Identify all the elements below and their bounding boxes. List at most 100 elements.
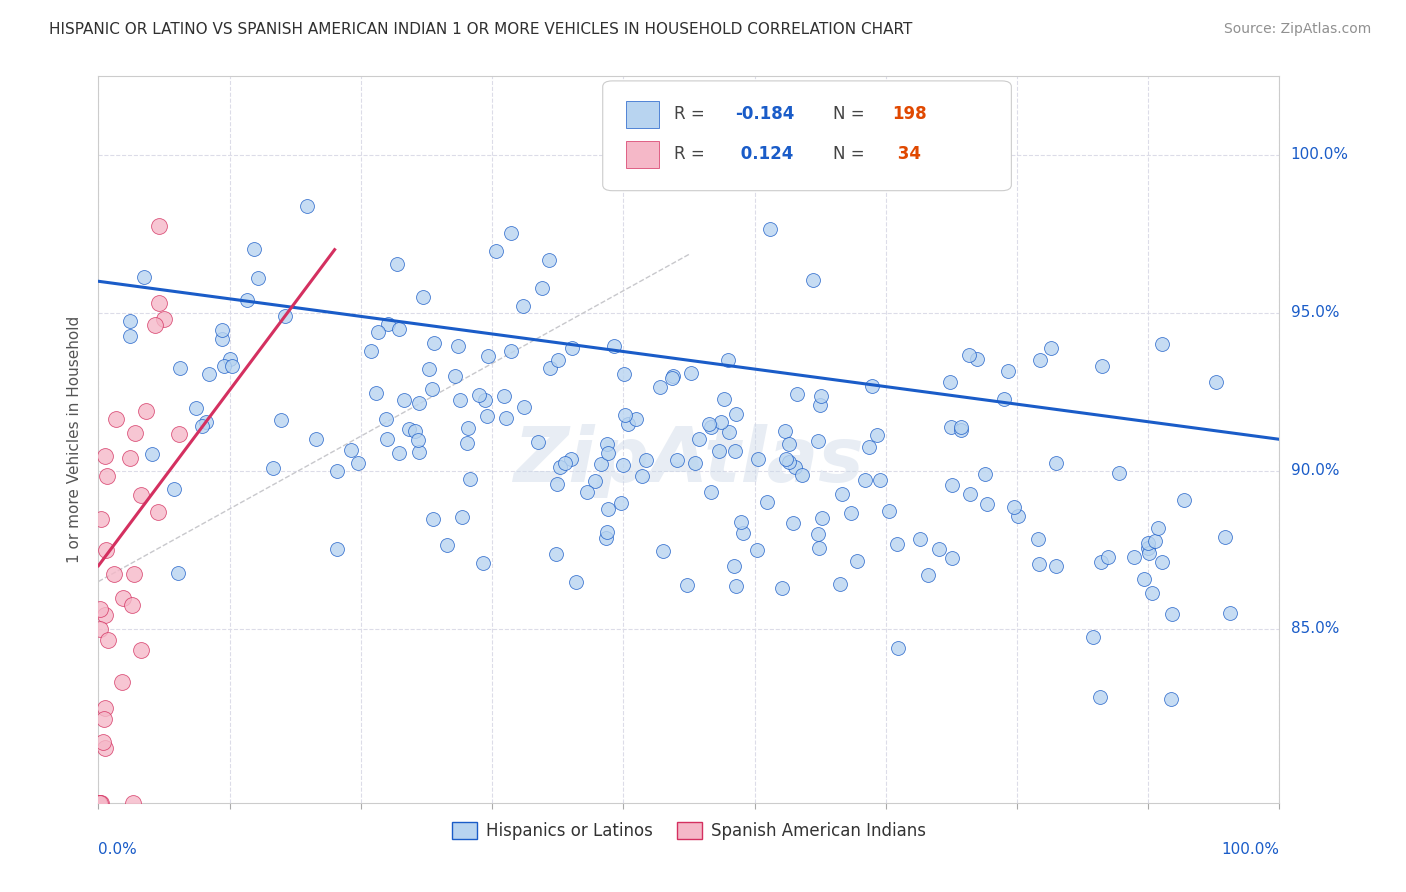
Point [939, 376, 962, 390]
Point [828, 576, 851, 591]
Point [404, 424, 426, 438]
Text: 100.0%: 100.0% [1222, 842, 1279, 856]
Point [631, 469, 654, 483]
Text: HISPANIC OR LATINO VS SPANISH AMERICAN INDIAN 1 OR MORE VEHICLES IN HOUSEHOLD CO: HISPANIC OR LATINO VS SPANISH AMERICAN I… [49, 22, 912, 37]
Point [688, 432, 710, 446]
Point [598, 446, 620, 460]
Point [422, 512, 444, 526]
Point [91, 735, 114, 749]
Point [724, 444, 747, 458]
Point [1133, 572, 1156, 586]
Point [412, 290, 434, 304]
Point [135, 404, 157, 418]
Point [198, 367, 221, 381]
Text: 85.0%: 85.0% [1291, 622, 1339, 637]
Point [801, 273, 824, 287]
Point [676, 578, 699, 592]
Point [1090, 556, 1112, 570]
Point [305, 432, 328, 446]
Point [1045, 456, 1067, 470]
Point [90, 512, 112, 526]
Point [713, 392, 735, 406]
Point [122, 796, 145, 810]
Point [131, 643, 153, 657]
Point [540, 361, 562, 376]
Point [976, 497, 998, 511]
Point [141, 446, 163, 460]
Text: 34: 34 [891, 145, 921, 163]
Text: 100.0%: 100.0% [1291, 147, 1348, 162]
Point [121, 599, 143, 613]
Point [1219, 607, 1241, 621]
Point [367, 326, 389, 340]
Point [214, 359, 236, 374]
Point [87, 796, 110, 810]
Point [724, 407, 747, 421]
Point [1150, 337, 1173, 351]
Point [90, 796, 112, 810]
Point [97, 633, 120, 648]
Point [681, 366, 703, 380]
Point [111, 591, 134, 605]
Point [1091, 359, 1114, 373]
Point [236, 293, 259, 307]
Point [262, 461, 284, 475]
Point [512, 299, 534, 313]
Point [770, 581, 793, 595]
Point [1136, 541, 1159, 555]
Point [153, 311, 176, 326]
Point [444, 368, 467, 383]
Point [610, 496, 633, 510]
Point [447, 339, 470, 353]
Point [877, 504, 900, 518]
Point [364, 385, 387, 400]
Text: Source: ZipAtlas.com: Source: ZipAtlas.com [1223, 22, 1371, 37]
Point [782, 516, 804, 530]
Point [387, 257, 409, 271]
Point [700, 419, 723, 434]
Point [477, 349, 499, 363]
Point [869, 473, 891, 487]
Point [547, 352, 569, 367]
Point [811, 511, 834, 525]
Point [1045, 558, 1067, 573]
Point [807, 434, 830, 449]
Point [167, 566, 190, 580]
Point [1160, 692, 1182, 706]
Point [554, 456, 576, 470]
Point [143, 318, 166, 332]
Point [1097, 550, 1119, 565]
Point [87, 796, 110, 810]
Point [89, 796, 111, 810]
Point [124, 426, 146, 441]
Point [360, 344, 382, 359]
Point [347, 456, 370, 470]
Point [957, 348, 980, 362]
Point [134, 270, 156, 285]
Point [131, 488, 153, 502]
Point [717, 353, 740, 368]
Point [613, 408, 636, 422]
Point [866, 428, 889, 442]
Point [1136, 536, 1159, 550]
Point [167, 426, 190, 441]
Point [527, 435, 550, 450]
Point [1173, 492, 1195, 507]
Point [662, 368, 685, 383]
Point [612, 458, 634, 472]
Point [451, 510, 474, 524]
Point [89, 602, 111, 616]
Point [326, 542, 349, 557]
Point [699, 484, 721, 499]
Point [596, 437, 619, 451]
Point [831, 487, 853, 501]
Text: -0.184: -0.184 [735, 105, 794, 123]
Point [544, 547, 567, 561]
Point [124, 566, 146, 581]
Point [561, 341, 583, 355]
Point [596, 525, 619, 540]
Point [420, 382, 443, 396]
Point [436, 539, 458, 553]
Point [93, 701, 115, 715]
Point [103, 567, 125, 582]
